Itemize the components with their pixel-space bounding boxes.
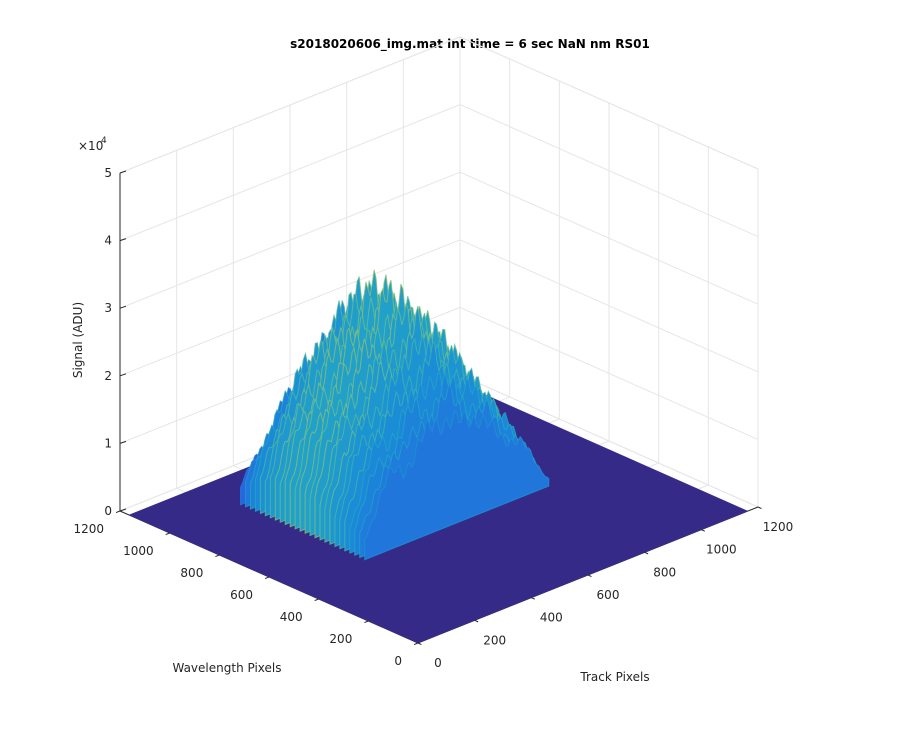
x-tick-label: 800 xyxy=(653,565,676,579)
z-tick-label: 0 xyxy=(104,504,112,518)
y-tick-mark xyxy=(314,598,319,602)
z-tick-mark xyxy=(119,305,127,309)
z-tick-label: 5 xyxy=(104,166,112,180)
grid-line xyxy=(459,171,759,305)
x-tick-mark xyxy=(417,642,422,645)
y-tick-mark xyxy=(115,510,121,514)
x-tick-label: 1000 xyxy=(706,543,737,557)
grid-line xyxy=(459,306,759,440)
y-tick-mark xyxy=(413,642,419,646)
box-edge xyxy=(119,36,461,174)
y-tick-label: 200 xyxy=(329,632,352,646)
z-tick-label: 1 xyxy=(104,436,112,450)
z-tick-mark xyxy=(119,440,127,444)
z-exponent-power: 4 xyxy=(101,136,107,146)
z-tick-label: 3 xyxy=(104,301,112,315)
y-tick-label: 0 xyxy=(394,654,402,668)
x-axis-label: Track Pixels xyxy=(579,670,649,684)
y-tick-mark xyxy=(364,620,369,624)
z-tick-mark xyxy=(119,238,127,242)
grid-line xyxy=(119,171,461,309)
y-tick-mark xyxy=(264,576,270,580)
x-tick-label: 1200 xyxy=(763,520,794,534)
z-tick-label: 4 xyxy=(104,234,112,248)
x-tick-mark xyxy=(587,574,592,577)
x-tick-mark xyxy=(644,551,649,555)
grid-line xyxy=(459,239,759,373)
x-tick-label: 200 xyxy=(483,633,506,647)
tick-labels: 0200400600800100012000200400600800100012… xyxy=(73,166,793,670)
box-edge xyxy=(459,36,759,170)
grid-line xyxy=(119,104,461,242)
surface-plot xyxy=(128,269,749,644)
x-tick-mark xyxy=(701,529,706,532)
x-tick-mark xyxy=(531,597,536,600)
x-tick-mark xyxy=(757,506,762,509)
z-tick-label: 2 xyxy=(104,369,112,383)
z-tick-mark xyxy=(119,508,127,512)
x-tick-label: 400 xyxy=(540,611,563,625)
x-tick-label: 0 xyxy=(434,656,442,670)
y-tick-label: 600 xyxy=(230,588,253,602)
x-tick-mark xyxy=(474,619,479,623)
z-exponent-base: ×10 xyxy=(78,139,103,153)
z-tick-mark xyxy=(119,170,127,174)
y-tick-label: 1000 xyxy=(123,544,154,558)
grid-line xyxy=(119,239,461,377)
y-tick-label: 800 xyxy=(180,566,203,580)
z-tick-mark xyxy=(119,373,127,377)
y-tick-label: 1200 xyxy=(73,522,104,536)
y-tick-label: 400 xyxy=(280,610,303,624)
y-tick-mark xyxy=(215,554,220,558)
y-axis-label: Wavelength Pixels xyxy=(172,661,281,675)
x-tick-label: 600 xyxy=(597,588,620,602)
y-tick-mark xyxy=(165,532,170,536)
z-axis-label: Signal (ADU) xyxy=(71,302,85,378)
surface-slice xyxy=(364,409,550,561)
grid-line xyxy=(459,104,759,238)
z-exponent-label: ×10 4 xyxy=(78,136,107,153)
chart-title: s2018020606_img.mat int time = 6 sec NaN… xyxy=(290,37,650,52)
